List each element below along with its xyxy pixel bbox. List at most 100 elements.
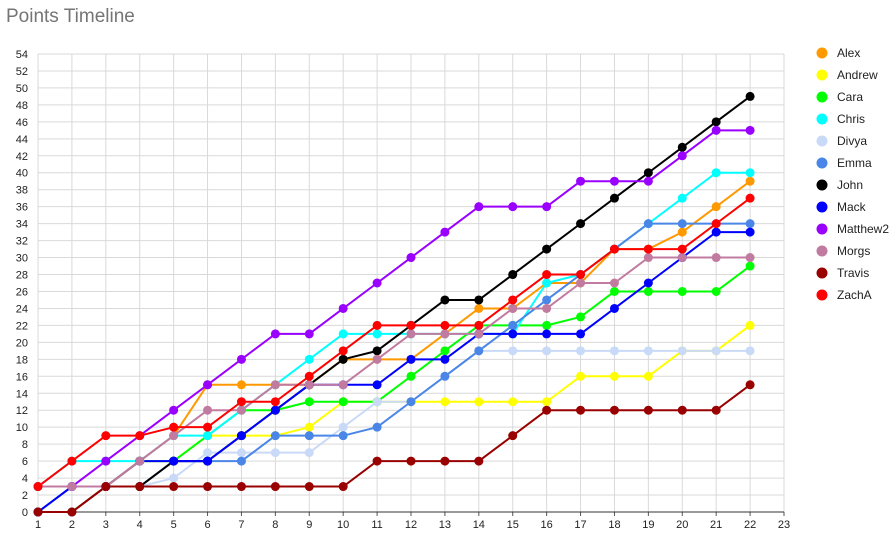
- data-point-chris[interactable]: [338, 329, 348, 339]
- data-point-travis[interactable]: [338, 482, 348, 492]
- data-point-alex[interactable]: [677, 227, 687, 237]
- data-point-john[interactable]: [508, 270, 518, 280]
- legend-item-alex[interactable]: Alex: [816, 46, 861, 60]
- data-point-morgs[interactable]: [745, 253, 755, 263]
- data-point-morgs[interactable]: [338, 380, 348, 390]
- data-point-mack[interactable]: [372, 380, 382, 390]
- legend-item-mack[interactable]: Mack: [816, 200, 867, 214]
- data-point-mack[interactable]: [203, 456, 213, 466]
- data-point-divya[interactable]: [677, 346, 687, 356]
- data-point-mack[interactable]: [576, 329, 586, 339]
- data-point-travis[interactable]: [542, 405, 552, 415]
- data-point-travis[interactable]: [508, 431, 518, 441]
- data-point-matthew2[interactable]: [372, 278, 382, 288]
- data-point-chris[interactable]: [372, 329, 382, 339]
- data-point-cara[interactable]: [542, 320, 552, 330]
- data-point-travis[interactable]: [33, 507, 43, 517]
- data-point-alex[interactable]: [711, 202, 721, 212]
- data-point-cara[interactable]: [576, 312, 586, 322]
- data-point-travis[interactable]: [643, 405, 653, 415]
- data-point-morgs[interactable]: [304, 380, 314, 390]
- data-point-zacha[interactable]: [677, 244, 687, 254]
- legend-item-travis[interactable]: Travis: [816, 266, 870, 280]
- data-point-alex[interactable]: [236, 380, 246, 390]
- data-point-chris[interactable]: [304, 354, 314, 364]
- data-point-matthew2[interactable]: [643, 176, 653, 186]
- data-point-travis[interactable]: [270, 482, 280, 492]
- data-point-andrew[interactable]: [643, 371, 653, 381]
- data-point-cara[interactable]: [304, 397, 314, 407]
- data-point-travis[interactable]: [576, 405, 586, 415]
- data-point-matthew2[interactable]: [677, 151, 687, 161]
- data-point-zacha[interactable]: [576, 270, 586, 280]
- data-point-divya[interactable]: [576, 346, 586, 356]
- data-point-alex[interactable]: [474, 303, 484, 313]
- data-point-matthew2[interactable]: [576, 176, 586, 186]
- data-point-andrew[interactable]: [508, 397, 518, 407]
- data-point-divya[interactable]: [745, 346, 755, 356]
- data-point-travis[interactable]: [677, 405, 687, 415]
- legend-item-john[interactable]: John: [816, 178, 864, 192]
- data-point-divya[interactable]: [508, 346, 518, 356]
- data-point-mack[interactable]: [406, 354, 416, 364]
- data-point-mack[interactable]: [236, 431, 246, 441]
- data-point-morgs[interactable]: [67, 482, 77, 492]
- data-point-travis[interactable]: [304, 482, 314, 492]
- data-point-john[interactable]: [609, 193, 619, 203]
- legend-item-chris[interactable]: Chris: [816, 112, 866, 126]
- data-point-emma[interactable]: [745, 219, 755, 229]
- data-point-emma[interactable]: [474, 346, 484, 356]
- data-point-morgs[interactable]: [203, 405, 213, 415]
- data-point-cara[interactable]: [711, 286, 721, 296]
- data-point-travis[interactable]: [406, 456, 416, 466]
- data-point-travis[interactable]: [440, 456, 450, 466]
- data-point-andrew[interactable]: [304, 422, 314, 432]
- data-point-matthew2[interactable]: [508, 202, 518, 212]
- data-point-john[interactable]: [338, 354, 348, 364]
- data-point-zacha[interactable]: [372, 320, 382, 330]
- data-point-emma[interactable]: [643, 219, 653, 229]
- data-point-travis[interactable]: [609, 405, 619, 415]
- data-point-zacha[interactable]: [33, 482, 43, 492]
- data-point-morgs[interactable]: [440, 329, 450, 339]
- data-point-emma[interactable]: [304, 431, 314, 441]
- data-point-emma[interactable]: [440, 371, 450, 381]
- data-point-matthew2[interactable]: [609, 176, 619, 186]
- data-point-zacha[interactable]: [203, 422, 213, 432]
- data-point-morgs[interactable]: [609, 278, 619, 288]
- data-point-john[interactable]: [677, 142, 687, 152]
- data-point-zacha[interactable]: [101, 431, 111, 441]
- data-point-chris[interactable]: [677, 193, 687, 203]
- data-point-morgs[interactable]: [711, 253, 721, 263]
- data-point-cara[interactable]: [745, 261, 755, 271]
- data-point-zacha[interactable]: [609, 244, 619, 254]
- data-point-emma[interactable]: [677, 219, 687, 229]
- data-point-zacha[interactable]: [643, 244, 653, 254]
- legend-item-cara[interactable]: Cara: [816, 90, 864, 104]
- data-point-zacha[interactable]: [711, 219, 721, 229]
- data-point-chris[interactable]: [711, 168, 721, 178]
- data-point-mack[interactable]: [609, 303, 619, 313]
- data-point-matthew2[interactable]: [338, 303, 348, 313]
- legend-item-zacha[interactable]: ZachA: [816, 288, 872, 302]
- data-point-mack[interactable]: [745, 227, 755, 237]
- data-point-morgs[interactable]: [576, 278, 586, 288]
- data-point-zacha[interactable]: [67, 456, 77, 466]
- data-point-morgs[interactable]: [508, 303, 518, 313]
- data-point-travis[interactable]: [236, 482, 246, 492]
- data-point-zacha[interactable]: [169, 422, 179, 432]
- data-point-matthew2[interactable]: [270, 329, 280, 339]
- data-point-morgs[interactable]: [169, 431, 179, 441]
- data-point-john[interactable]: [440, 295, 450, 305]
- data-point-travis[interactable]: [203, 482, 213, 492]
- data-point-emma[interactable]: [270, 431, 280, 441]
- data-point-john[interactable]: [745, 91, 755, 101]
- data-point-emma[interactable]: [542, 295, 552, 305]
- data-point-zacha[interactable]: [474, 320, 484, 330]
- data-point-zacha[interactable]: [270, 397, 280, 407]
- data-point-john[interactable]: [576, 219, 586, 229]
- data-point-morgs[interactable]: [372, 354, 382, 364]
- data-point-matthew2[interactable]: [236, 354, 246, 364]
- data-point-mack[interactable]: [542, 329, 552, 339]
- data-point-mack[interactable]: [169, 456, 179, 466]
